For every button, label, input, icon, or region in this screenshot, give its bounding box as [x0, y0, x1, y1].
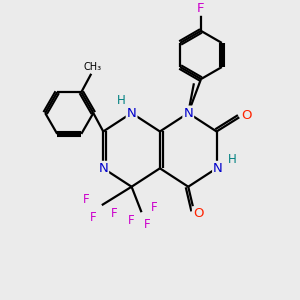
Text: F: F [197, 2, 205, 15]
Text: F: F [111, 207, 118, 220]
Text: F: F [83, 193, 90, 206]
Text: H: H [228, 153, 236, 166]
Text: F: F [151, 202, 158, 214]
Text: N: N [213, 162, 223, 175]
Text: F: F [128, 214, 135, 227]
Text: F: F [90, 212, 97, 224]
Text: N: N [127, 106, 136, 120]
Text: N: N [98, 162, 108, 175]
Text: F: F [144, 218, 151, 232]
Text: CH₃: CH₃ [84, 62, 102, 72]
Text: O: O [241, 110, 252, 122]
Text: H: H [117, 94, 126, 107]
Text: N: N [183, 106, 193, 120]
Text: O: O [193, 207, 203, 220]
